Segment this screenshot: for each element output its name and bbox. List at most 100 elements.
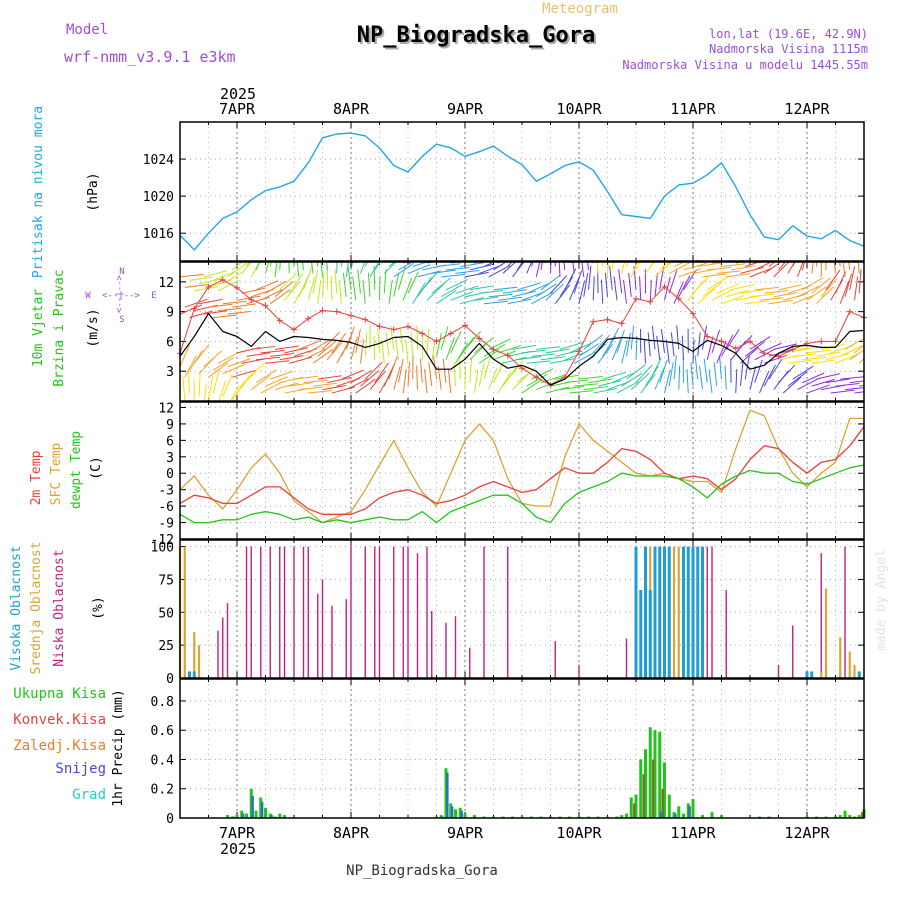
wind-arrow	[782, 376, 802, 394]
precip-unit: 1hr Precip (mm)	[111, 689, 126, 806]
wind-arrow	[474, 337, 494, 354]
wind-arrow	[721, 334, 734, 357]
wind-arrow	[759, 370, 770, 394]
bottom-day-label: 10APR	[556, 824, 602, 842]
wind-arrow	[593, 388, 617, 394]
wind-arrow	[331, 386, 356, 394]
wind-arrow	[678, 365, 681, 390]
wind-arrow	[298, 386, 323, 391]
wind-arrow	[583, 272, 589, 297]
wind-arrow	[811, 277, 831, 294]
precip-bar	[450, 806, 454, 818]
top-day-label: 12APR	[784, 100, 830, 118]
wind-arrow	[792, 353, 817, 357]
wind-arrow	[303, 379, 328, 384]
wind-arrow	[692, 275, 710, 294]
precip-bar	[848, 815, 852, 818]
wind-arrow	[849, 349, 864, 361]
wind-arrow	[357, 269, 361, 294]
wind-arrow	[498, 296, 523, 301]
wind-gust-point	[333, 308, 340, 315]
wind-arrow	[611, 262, 614, 270]
wind-arrow	[459, 355, 461, 380]
wind-arrow	[405, 339, 409, 364]
wind-arrow	[802, 356, 827, 361]
y-tick-label: 1024	[143, 153, 174, 168]
panel-frame	[179, 539, 865, 679]
wind-arrow	[670, 332, 675, 357]
cloud-title-high: Visoka Oblacnost	[9, 545, 24, 670]
wind-arrow	[863, 355, 864, 357]
wind-arrow	[208, 376, 214, 401]
wind-arrow	[626, 332, 631, 357]
wind-arrow	[428, 362, 433, 387]
wind-arrow	[730, 283, 755, 291]
wind-arrow	[383, 269, 387, 294]
y-tick-label: 9	[166, 418, 174, 433]
bottom-day-label: 11APR	[670, 824, 716, 842]
wind-arrow	[222, 300, 247, 305]
wind-arrow	[526, 373, 548, 387]
wind-arrow	[289, 356, 313, 364]
wind-arrow	[773, 262, 790, 278]
wind-arrow	[222, 363, 246, 375]
wind-arrow	[763, 364, 776, 387]
wind-arrow	[683, 262, 707, 271]
wind-title-1: 10m Vjetar	[31, 289, 46, 367]
wind-arrow	[469, 358, 473, 383]
precip-bar	[226, 815, 229, 818]
wind-arrow	[322, 332, 340, 350]
wind-arrow	[502, 262, 517, 274]
wind-arrow	[227, 310, 252, 315]
model-label: Model	[66, 22, 108, 38]
wind-arrow	[830, 389, 855, 394]
precip-bar	[701, 815, 704, 818]
wind-arrow	[189, 276, 214, 281]
wind-arrow	[581, 262, 585, 277]
wind-arrow	[573, 270, 583, 294]
wind-arrow	[630, 325, 635, 350]
wind-arrow	[647, 332, 651, 357]
wind-arrow	[436, 263, 461, 267]
wind-arrow	[668, 362, 674, 387]
wind-arrow	[697, 287, 716, 305]
wind-arrow	[857, 262, 860, 274]
y-tick-label: 75	[158, 573, 174, 588]
precip-bar	[652, 759, 655, 818]
wind-arrow	[676, 325, 680, 350]
wind-arrow	[512, 262, 525, 278]
wind-arrow	[424, 369, 428, 394]
wind-arrow	[410, 332, 414, 357]
panel-frame	[179, 121, 865, 262]
wind-arrow	[198, 298, 223, 305]
wind-arrow	[269, 262, 272, 267]
wind-arrow	[212, 357, 234, 371]
wind-arrow	[455, 269, 480, 274]
wind-gust-point	[248, 296, 255, 303]
precip-bar	[620, 815, 624, 818]
wind-arrow	[407, 362, 411, 387]
wind-arrow	[322, 384, 347, 391]
wind-arrow	[697, 332, 701, 357]
wind-arrow	[377, 328, 380, 353]
precip-bar	[249, 788, 253, 818]
wind-panel: 3 6 9 12	[158, 262, 867, 401]
wind-arrow	[364, 262, 368, 267]
wind-arrow	[703, 358, 708, 383]
precip-bar	[661, 788, 664, 818]
wind-arrow	[402, 369, 407, 394]
wind-arrow	[270, 353, 295, 357]
year-label-bottom: 2025	[220, 840, 256, 858]
wind-arrow	[307, 262, 309, 264]
wind-gust-point	[832, 338, 839, 345]
wind-arrow	[858, 357, 864, 364]
wind-gust-point	[504, 352, 511, 359]
wind-arrow	[754, 262, 773, 271]
wind-arrow	[673, 281, 684, 304]
wind-arrow	[388, 279, 393, 304]
chart-subtitle: Meteogram	[542, 1, 618, 17]
wind-arrow	[255, 262, 261, 271]
wind-arrow	[635, 262, 641, 271]
wind-arrow	[255, 356, 280, 361]
precip-bar	[270, 815, 273, 818]
